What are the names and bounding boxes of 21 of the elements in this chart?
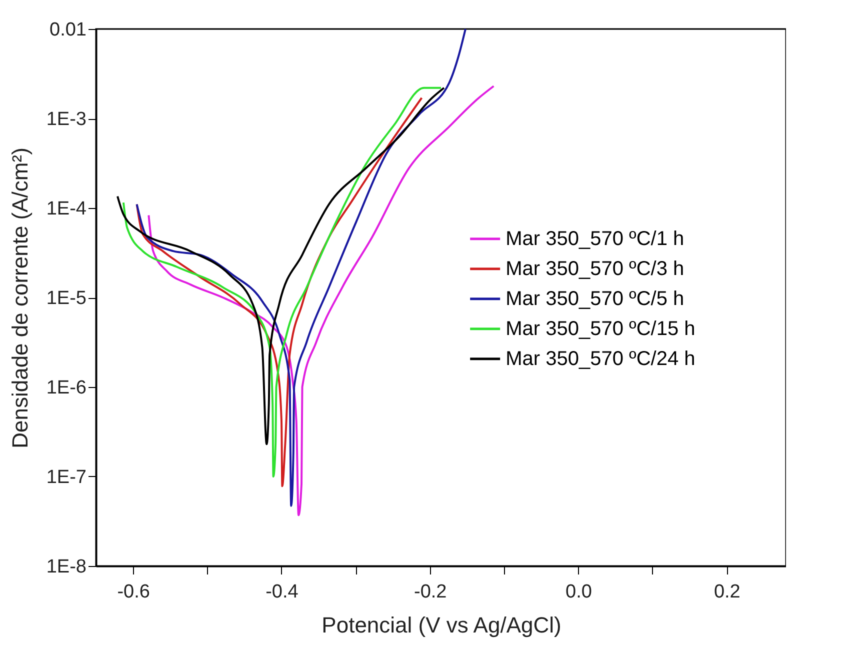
y-axis-title: Densidade de corrente (A/cm²) xyxy=(7,148,32,448)
line-series xyxy=(136,28,466,507)
legend-label: Mar 350_570 ºC/1 h xyxy=(506,228,684,250)
y-tick-label: 1E-6 xyxy=(46,378,86,398)
legend-label: Mar 350_570 ºC/3 h xyxy=(506,258,684,280)
x-tick-label: -0.4 xyxy=(266,582,299,602)
legend-label: Mar 350_570 ºC/24 h xyxy=(506,348,696,370)
x-axis-title: Potencial (V vs Ag/AgCl) xyxy=(322,612,562,638)
x-tick-label: -0.2 xyxy=(414,582,447,602)
line-series xyxy=(148,85,495,516)
y-tick-label: 1E-3 xyxy=(46,109,86,130)
x-tick-label: -0.6 xyxy=(117,582,150,602)
y-tick-label: 1E-4 xyxy=(46,198,87,220)
legend-label: Mar 350_570 ºC/15 h xyxy=(506,318,696,340)
legend-label: Mar 350_570 ºC/5 h xyxy=(506,288,684,310)
y-tick-label: 1E-5 xyxy=(46,288,86,309)
y-tick-label: 1E-7 xyxy=(46,467,86,488)
x-tick-label: 0.0 xyxy=(566,582,592,602)
y-tick-label: 1E-8 xyxy=(46,556,86,578)
y-tick-label: 0.01 xyxy=(50,20,86,40)
x-tick-label: 0.2 xyxy=(714,582,740,602)
